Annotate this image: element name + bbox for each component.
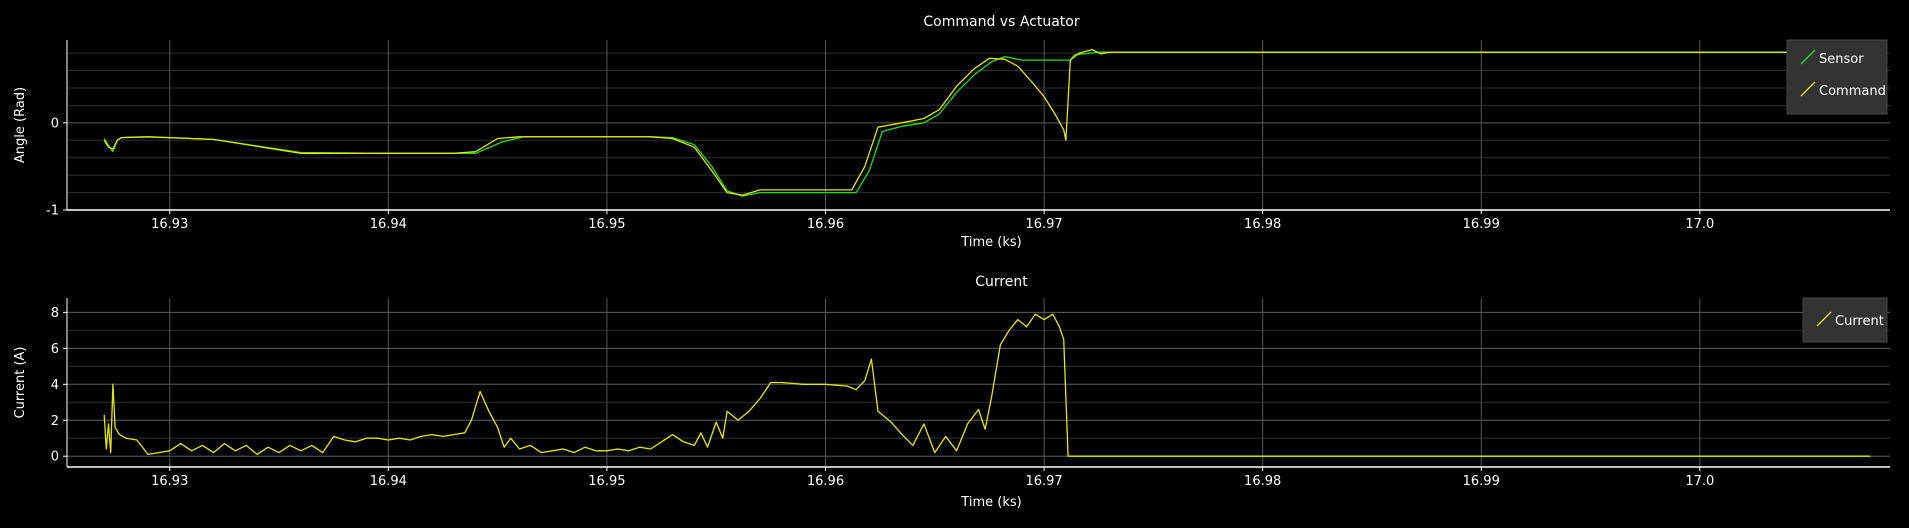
x-tick-label: 16.95 [588, 474, 625, 489]
series-line-sensor [104, 52, 1870, 196]
chart-2: 16.93 16.94 16.95 16.96 16.97 16.98 16.99 17.0 0… [13, 274, 1890, 510]
x-axis-label: Time (ks) [960, 235, 1021, 250]
x-tick-label: 16.99 [1463, 217, 1500, 232]
x-tick-label: 16.93 [151, 217, 188, 232]
x-tick-label: 16.98 [1244, 474, 1281, 489]
y-tick-label: 8 [51, 306, 59, 321]
x-axis-label: Time (ks) [960, 495, 1021, 510]
legend: Current [1803, 298, 1887, 342]
y-tick-label: -1 [46, 204, 59, 219]
x-tick-label: 16.99 [1463, 474, 1500, 489]
x-tick-label: 16.95 [588, 217, 625, 232]
y-tick-label: 2 [51, 414, 59, 429]
y-tick-label: 6 [51, 342, 59, 357]
legend: Sensor Command [1787, 40, 1887, 114]
y-tick-label: 0 [51, 116, 59, 131]
x-tick-label: 17.0 [1685, 217, 1714, 232]
y-tick-label: 0 [51, 450, 59, 465]
y-tick-label: 4 [51, 378, 59, 393]
y-axis-label: Current (A) [13, 347, 28, 419]
legend-label: Sensor [1819, 52, 1864, 67]
x-tick-label: 16.94 [370, 217, 407, 232]
chart-1: 16.93 16.94 16.95 16.96 16.97 16.98 16.99 17.0 -… [13, 14, 1890, 250]
chart-title: Command vs Actuator [923, 14, 1079, 30]
x-tick-label: 16.98 [1244, 217, 1281, 232]
x-tick-label: 16.96 [807, 474, 844, 489]
x-tick-label: 16.93 [151, 474, 188, 489]
x-tick-label: 16.97 [1025, 217, 1062, 232]
legend-label: Command [1819, 84, 1886, 99]
chart-title: Current [975, 274, 1028, 290]
series-line-current [104, 314, 1870, 456]
x-tick-label: 16.96 [807, 217, 844, 232]
legend-label: Current [1835, 314, 1884, 329]
x-tick-label: 16.97 [1025, 474, 1062, 489]
x-tick-label: 16.94 [370, 474, 407, 489]
x-tick-label: 17.0 [1685, 474, 1714, 489]
y-axis-label: Angle (Rad) [13, 87, 28, 163]
